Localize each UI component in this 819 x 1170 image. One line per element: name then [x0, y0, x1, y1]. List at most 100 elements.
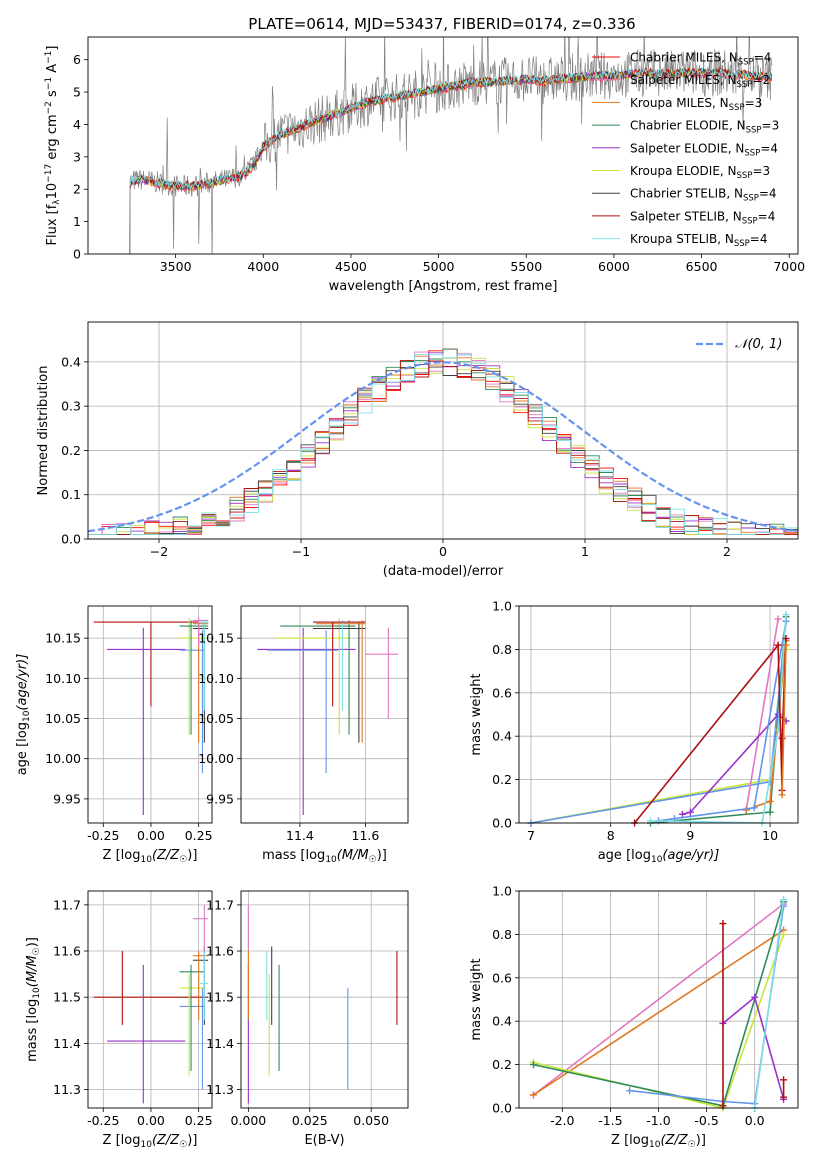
label-part: Z [log [103, 1133, 141, 1148]
label-part: −1 [44, 51, 54, 64]
panel-spectrum: 3500 4000 4500 5000 5500 6000 6500 7000 0 1 2 3 4 5 6 w… [44, 36, 805, 294]
legend-entry: Chabrier MILES, NSSP=4 [630, 51, 771, 68]
label-part: (data-model)/error [383, 564, 504, 579]
plots-layer: 3500 4000 4500 5000 5500 6000 6500 7000 0 1 2 3 4 5 6 w… [15, 36, 805, 1150]
y-tick-label: 3 [73, 149, 81, 164]
label-part: λ [52, 199, 62, 205]
y-tick-label: 11.7 [53, 897, 81, 912]
x-tick-label: -0.5 [694, 1113, 718, 1128]
x-axis-label: Z [log10(Z/Z☉)] [103, 848, 198, 865]
legend-value: =4 [758, 209, 776, 223]
weight-line [658, 621, 787, 822]
x-axis-label: wavelength [Angstrom, rest frame] [329, 279, 558, 294]
y-tick-label: 10.05 [45, 711, 81, 726]
x-tick-label: -2.0 [550, 1113, 574, 1128]
label-part: (Z/Z [152, 1133, 180, 1148]
model-spectrum [129, 67, 773, 189]
y-tick-label: 0.2 [492, 1057, 512, 1072]
y-axis-label: mass weight [469, 673, 484, 755]
weight-marker [782, 641, 790, 649]
label-part: mass [log [25, 999, 40, 1062]
y-tick-label: 0.0 [492, 816, 512, 831]
legend-entry: Chabrier STELIB, NSSP=4 [630, 187, 777, 204]
legend-sub: SSP [729, 103, 745, 113]
legend-name: Kroupa ELODIE, N [630, 164, 737, 178]
label-part: E(B-V) [304, 1133, 344, 1148]
x-tick-label: 6500 [686, 259, 718, 274]
y-axis-label: mass weight [469, 958, 484, 1040]
y-tick-label: 9.95 [206, 791, 234, 806]
label-part: ☉ [32, 947, 42, 955]
y-tick-label: 6 [73, 52, 81, 67]
label-part: (M/M [25, 955, 40, 987]
legend-entry: Chabrier ELODIE, NSSP=3 [630, 119, 779, 136]
legend-sub: SSP [737, 171, 753, 181]
x-tick-label: 1 [581, 544, 589, 559]
label-part: age [log [598, 848, 651, 863]
label-part: s [45, 90, 60, 101]
legend-entry: Kroupa MILES, NSSP=3 [630, 96, 762, 113]
label-part: mass weight [469, 673, 484, 755]
label-part: )] [696, 1133, 706, 1148]
legend-sub: SSP [734, 239, 750, 249]
panel-residual: −2 −1 0 1 2 0.0 0.1 0.2 0.3 0.4 (data-model)/error… [36, 321, 799, 579]
y-tick-label: 0.0 [492, 1101, 512, 1116]
y-tick-label: 0.6 [492, 685, 512, 700]
y-tick-label: 10.15 [45, 631, 81, 646]
label-part: ] [45, 46, 60, 51]
label-part: age [log [15, 722, 30, 775]
x-tick-label: 0 [439, 544, 447, 559]
legend-entry: Salpeter MILES, NSSP=2 [630, 73, 770, 90]
label-part: (Z/Z [660, 1133, 688, 1148]
x-tick-label: 0.025 [292, 1113, 328, 1128]
x-axis-label: age [log10(age/yr)] [598, 848, 720, 865]
y-tick-label: 11.3 [53, 1082, 81, 1097]
weight-marker [751, 993, 759, 1001]
weight-marker [782, 611, 790, 619]
axes-frame [87, 36, 799, 255]
label-part: (age/yr)] [15, 654, 30, 711]
y-tick-label: 1 [73, 214, 81, 229]
weight-line [753, 899, 785, 1108]
label-part: 10 [651, 855, 663, 865]
x-tick-label: -1.5 [598, 1113, 622, 1128]
y-tick-label: 11.6 [206, 944, 234, 959]
x-tick-label: 8 [607, 828, 615, 843]
weight-marker [766, 808, 774, 816]
weight-line [532, 929, 785, 1096]
label-part: wavelength [Angstrom, rest frame] [329, 279, 558, 294]
weight-marker [780, 930, 788, 938]
y-tick-label: 10.05 [198, 711, 234, 726]
legend-name: Salpeter STELIB, N [630, 209, 742, 223]
weight-marker [766, 797, 774, 805]
weight-line [532, 903, 785, 1096]
legend-name: Chabrier MILES, N [630, 51, 738, 65]
normal-curve [88, 361, 798, 533]
label-part: −1 [44, 77, 54, 90]
label-part: Z [log [611, 1133, 649, 1148]
legend-entry: Salpeter ELODIE, NSSP=4 [630, 141, 778, 158]
x-tick-label: 4000 [247, 259, 279, 274]
label-part: (Z/Z [152, 848, 180, 863]
model-spectrum [129, 66, 773, 191]
label-part: Z [log [103, 848, 141, 863]
x-tick-label: 6000 [598, 259, 630, 274]
weight-marker [778, 791, 786, 799]
x-tick-label: 0.050 [353, 1113, 389, 1128]
x-tick-label: 9 [686, 828, 694, 843]
panel-weight_vs_Z: -2.0 -1.5 -1.0 -0.5 0.0 0.0 0.2 0.4 0.6 0.8 1.0 Z [… [469, 884, 799, 1150]
x-tick-label: 0.00 [137, 828, 165, 843]
x-axis-label: mass [log10(M/M☉)] [262, 848, 387, 865]
label-part: 10 [140, 855, 152, 865]
weight-marker [686, 808, 694, 816]
y-tick-label: 11.4 [206, 1036, 234, 1051]
legend-sub: SSP [742, 216, 758, 226]
label-part: ☉ [179, 1140, 187, 1150]
label-part: (M/M [337, 848, 369, 863]
label-part: (age/yr)] [662, 848, 719, 863]
x-tick-label: 11.6 [352, 828, 380, 843]
label-part: 10 [325, 855, 337, 865]
